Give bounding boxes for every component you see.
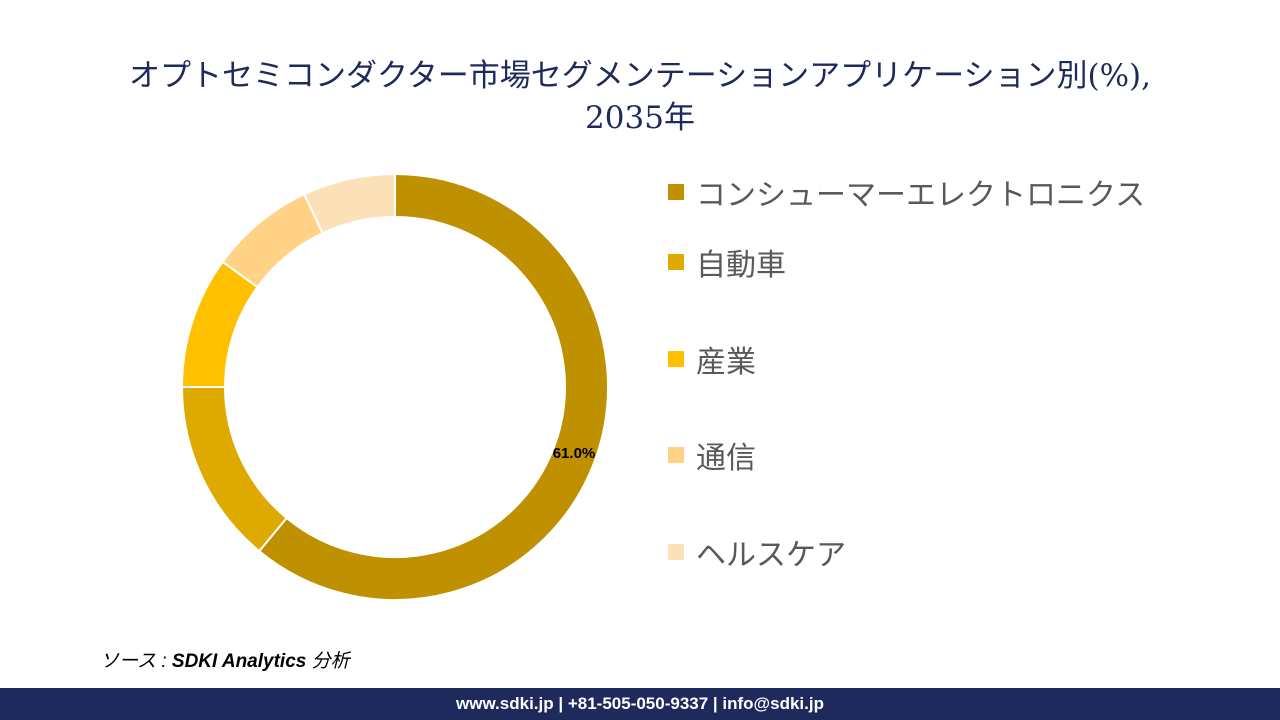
source-note: ソース : SDKI Analytics 分析: [100, 646, 350, 673]
data-label-consumer-electronics: 61.0%: [553, 445, 596, 462]
chart-title-line2: 2035年: [585, 100, 695, 136]
source-suffix: 分析: [306, 651, 350, 672]
chart-title: オプトセミコンダクター市場セグメンテーションアプリケーション別(%), 2035…: [0, 55, 1280, 139]
footer-contact-bar: www.sdki.jp | +81-505-050-9337 | info@sd…: [0, 688, 1280, 720]
legend-item: コンシューマーエレクトロニクス: [668, 170, 1145, 214]
legend-swatch: [668, 543, 684, 560]
legend-swatch: [668, 254, 684, 271]
source-name: SDKI Analytics: [171, 651, 307, 672]
chart-title-line1: オプトセミコンダクター市場セグメンテーションアプリケーション別(%),: [128, 58, 1151, 94]
legend-swatch: [668, 184, 684, 200]
donut-slice-1: [257, 172, 609, 601]
legend-label: 通信: [696, 441, 756, 477]
source-prefix: ソース :: [100, 651, 172, 672]
legend-swatch: [668, 350, 684, 367]
legend-item: 産業: [668, 311, 1145, 408]
legend-item: 通信: [668, 407, 1145, 504]
legend-item: 自動車: [668, 214, 1145, 311]
legend-label: 産業: [696, 344, 756, 380]
donut-slice-4: [221, 192, 324, 289]
donut-slice-3: [180, 260, 259, 388]
legend: コンシューマーエレクトロニクス 自動車産業通信ヘルスケア: [668, 170, 1145, 600]
legend-label: コンシューマーエレクトロニクス: [696, 178, 1146, 213]
legend-item: ヘルスケア: [668, 504, 1145, 601]
donut-slice-2: [180, 386, 289, 553]
legend-label: ヘルスケア: [696, 537, 846, 573]
legend-label: 自動車: [696, 248, 786, 284]
donut-slice-5: [302, 172, 396, 235]
legend-swatch: [668, 447, 684, 464]
